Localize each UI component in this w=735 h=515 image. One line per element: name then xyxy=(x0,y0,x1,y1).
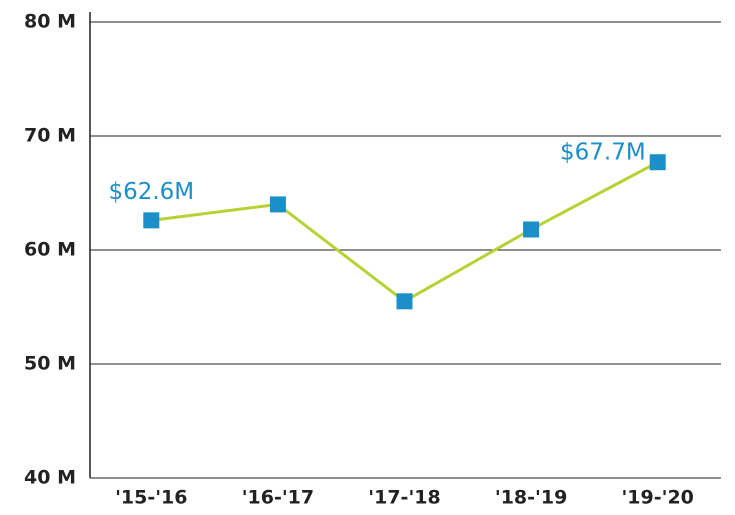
value-label: $67.7M xyxy=(560,140,646,166)
line xyxy=(151,160,659,304)
y-tick-label: 40 M xyxy=(24,467,76,489)
marker xyxy=(523,221,540,238)
x-tick-label: '15-'16 xyxy=(115,487,187,509)
marker xyxy=(649,154,666,171)
y-tick-label: 70 M xyxy=(24,125,76,147)
value-label: $62.6M xyxy=(108,179,194,205)
marker xyxy=(143,212,160,229)
x-tick-label: '17-'18 xyxy=(368,487,440,509)
x-tick-label: '16-'17 xyxy=(242,487,314,509)
marker xyxy=(396,293,413,310)
y-tick-label: 60 M xyxy=(24,239,76,261)
x-tick-label: '18-'19 xyxy=(495,487,567,509)
y-tick-label: 80 M xyxy=(24,11,76,33)
x-tick-label: '19-'20 xyxy=(621,487,693,509)
marker xyxy=(269,196,286,213)
y-tick-label: 50 M xyxy=(24,353,76,375)
